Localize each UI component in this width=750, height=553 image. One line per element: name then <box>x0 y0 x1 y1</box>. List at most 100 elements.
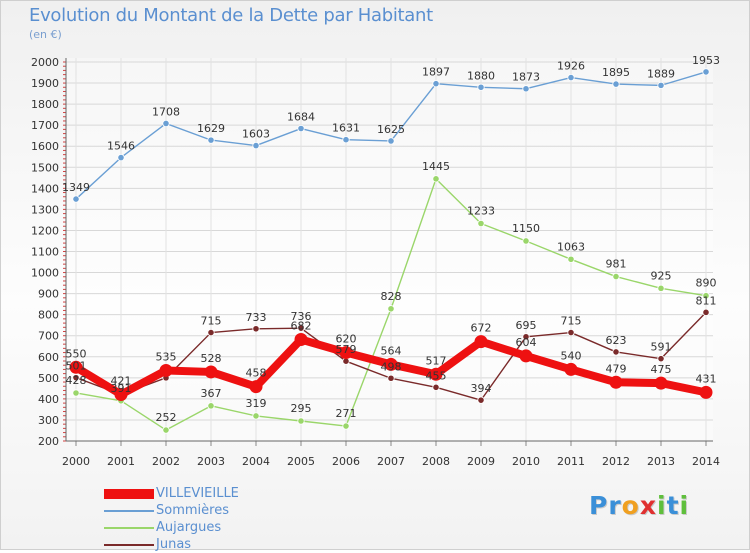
data-point <box>342 422 350 430</box>
data-point <box>657 81 665 89</box>
data-label: 1873 <box>512 71 540 84</box>
data-point <box>522 237 530 245</box>
data-label: 1349 <box>62 181 90 194</box>
data-point <box>297 124 305 133</box>
legend-label: Junas <box>156 537 192 552</box>
data-point <box>207 328 215 337</box>
chart-title: Evolution du Montant de la Dette par Hab… <box>29 5 433 26</box>
x-tick-label: 2011 <box>557 455 585 468</box>
y-tick-label: 1300 <box>31 203 59 216</box>
y-tick-label: 1200 <box>31 224 59 237</box>
data-label: 1926 <box>557 60 585 73</box>
logo-letter: i <box>657 491 667 520</box>
x-tick-label: 2005 <box>287 455 315 468</box>
chart-subtitle: (en €) <box>29 28 62 41</box>
data-label: 517 <box>426 354 447 367</box>
legend-item: Junas <box>104 536 364 553</box>
data-point <box>477 396 485 404</box>
y-tick-label: 1700 <box>31 119 59 132</box>
line-chart: 200 300 400 500 600 700 800 900 1000 1100 1200 1300… <box>31 54 720 468</box>
y-tick-label: 800 <box>38 309 59 322</box>
data-point <box>429 367 443 381</box>
data-point <box>432 383 440 391</box>
proxiti-logo: Proxiti <box>589 491 689 520</box>
data-label: 479 <box>606 362 627 375</box>
x-tick-label: 2003 <box>197 455 225 468</box>
logo-letter: o <box>621 491 640 520</box>
data-point <box>159 363 173 377</box>
data-point <box>252 412 260 420</box>
legend-item: Aujargues <box>104 519 364 536</box>
x-tick-label: 2000 <box>62 455 90 468</box>
data-label: 1625 <box>377 123 405 136</box>
data-point <box>612 272 620 281</box>
data-label: 623 <box>606 334 627 347</box>
data-point <box>249 380 263 394</box>
data-label: 475 <box>651 363 672 376</box>
series-lines <box>69 68 713 434</box>
legend: VILLEVIEILLE Sommières Aujargues Junas <box>104 485 364 553</box>
data-label: 715 <box>561 315 582 328</box>
data-point <box>72 374 80 382</box>
legend-item: Sommières <box>104 502 364 519</box>
x-tick-label: 2009 <box>467 455 495 468</box>
data-point <box>117 153 125 162</box>
data-point <box>294 333 308 347</box>
data-point <box>699 385 713 399</box>
data-label: 295 <box>291 402 312 415</box>
logo-letter: i <box>679 491 690 520</box>
data-label: 1684 <box>287 111 315 124</box>
y-tick-label: 900 <box>38 288 59 301</box>
data-point <box>387 374 395 382</box>
data-point <box>702 308 710 316</box>
data-label: 1895 <box>602 66 630 79</box>
data-label: 528 <box>201 352 222 365</box>
data-point <box>162 426 170 434</box>
data-point <box>567 73 575 82</box>
data-point <box>252 325 260 333</box>
data-point <box>477 83 485 91</box>
data-point <box>432 80 440 88</box>
data-label: 394 <box>471 382 492 395</box>
data-point <box>432 175 440 183</box>
y-tick-label: 200 <box>38 435 59 448</box>
data-label: 564 <box>381 344 402 357</box>
y-tick-label: 1500 <box>31 161 59 174</box>
data-point <box>207 136 215 144</box>
data-point <box>69 360 83 374</box>
logo-letter: x <box>639 491 657 520</box>
data-label: 682 <box>291 320 312 333</box>
data-label: 367 <box>201 387 222 400</box>
legend-swatch <box>104 527 154 529</box>
data-point <box>564 362 578 376</box>
logo-letter: t <box>666 491 680 520</box>
logo-letter: P <box>589 491 609 520</box>
data-label: 540 <box>561 349 582 362</box>
data-point <box>387 137 395 145</box>
y-tick-label: 400 <box>38 393 59 406</box>
y-tick-label: 2000 <box>31 56 59 69</box>
data-label: 1897 <box>422 66 450 79</box>
data-label: 1629 <box>197 122 225 135</box>
data-label: 828 <box>381 290 402 303</box>
x-tick-label: 2014 <box>692 455 720 468</box>
data-label: 715 <box>201 315 222 328</box>
data-point <box>207 402 215 410</box>
axes: 200 300 400 500 600 700 800 900 1000 1100 1200 1300… <box>31 56 720 468</box>
legend-swatch <box>104 544 154 546</box>
data-label: 579 <box>336 343 357 356</box>
data-label: 811 <box>696 294 717 307</box>
data-point <box>297 417 305 425</box>
data-label: 391 <box>111 382 132 395</box>
data-label: 1150 <box>512 222 540 235</box>
data-label: 501 <box>66 360 87 373</box>
data-point <box>342 136 350 144</box>
y-tick-label: 1000 <box>31 267 59 280</box>
data-point <box>519 349 533 363</box>
data-label: 271 <box>336 407 357 420</box>
x-tick-label: 2010 <box>512 455 540 468</box>
x-tick-label: 2013 <box>647 455 675 468</box>
logo-letter: r <box>608 491 622 520</box>
data-labels: 1349 1546 1708 1629 1603 1684 1631 1625 1897 1880… <box>62 54 720 424</box>
